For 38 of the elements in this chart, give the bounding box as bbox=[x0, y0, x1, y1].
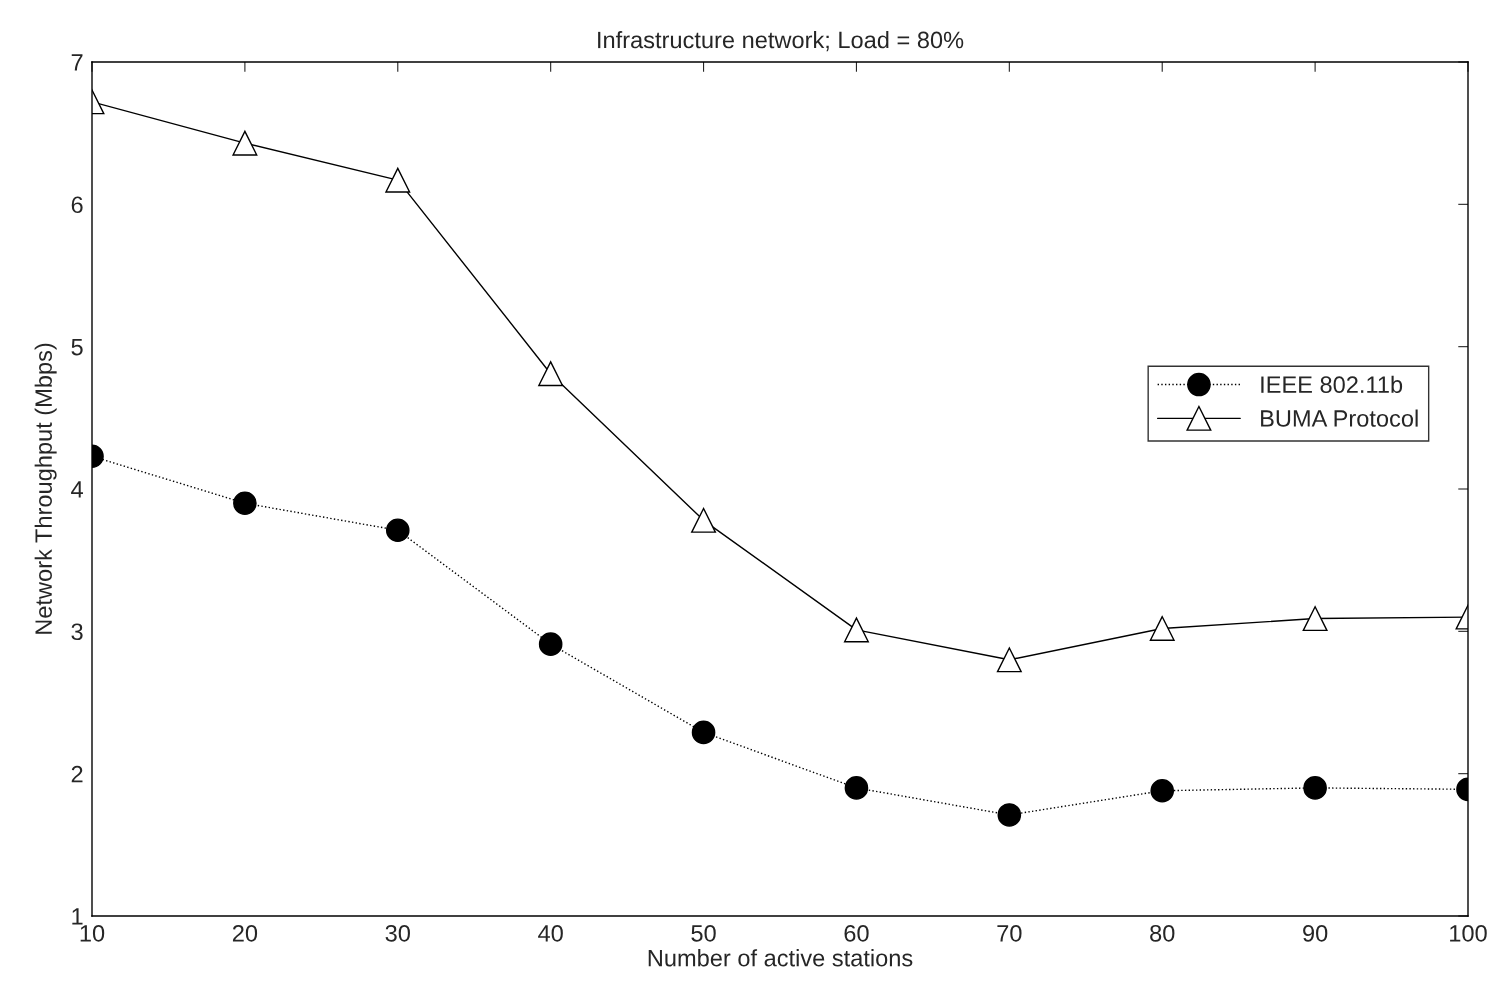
point bbox=[385, 518, 410, 543]
point bbox=[996, 647, 1022, 673]
point bbox=[844, 776, 869, 800]
x-axis-title: Number of active stations bbox=[648, 949, 913, 967]
point bbox=[691, 507, 717, 533]
x-tick-label: 10 bbox=[80, 924, 105, 942]
legend-label: BUMA Protocol bbox=[1261, 409, 1418, 427]
x-tick-label: 80 bbox=[1150, 924, 1175, 942]
x-tick-label: 40 bbox=[538, 924, 563, 942]
point bbox=[997, 803, 1022, 827]
y-tick-label: 4 bbox=[71, 481, 83, 498]
x-tick-label: 100 bbox=[1450, 924, 1487, 942]
y-tick-label: 1 bbox=[72, 908, 83, 925]
point bbox=[1303, 776, 1327, 800]
y-tick-label: 7 bbox=[71, 54, 83, 71]
y-axis-title: Network Throughput (Mbps) bbox=[34, 343, 57, 634]
point bbox=[233, 491, 257, 516]
point bbox=[538, 361, 564, 387]
y-tick-label: 5 bbox=[71, 338, 83, 356]
point bbox=[538, 632, 563, 656]
chart-title: Infrastructure network; Load = 80% bbox=[598, 31, 964, 52]
point bbox=[385, 167, 411, 193]
y-tick-label: 2 bbox=[71, 765, 83, 783]
y-tick-label: 6 bbox=[71, 196, 83, 214]
x-tick-label: 50 bbox=[691, 924, 716, 942]
y-tick-label: 3 bbox=[71, 623, 83, 641]
x-tick-label: 20 bbox=[232, 924, 258, 942]
x-tick-label: 70 bbox=[997, 924, 1022, 942]
point bbox=[691, 720, 716, 745]
point bbox=[1150, 778, 1175, 803]
x-tick-label: 30 bbox=[385, 924, 410, 942]
legend-label: IEEE 802.11b bbox=[1261, 375, 1403, 394]
point bbox=[232, 130, 258, 156]
point bbox=[1149, 615, 1175, 641]
x-tick-label: 90 bbox=[1303, 924, 1328, 942]
point bbox=[1302, 606, 1328, 632]
point bbox=[843, 617, 869, 643]
x-tick-label: 60 bbox=[844, 924, 869, 942]
